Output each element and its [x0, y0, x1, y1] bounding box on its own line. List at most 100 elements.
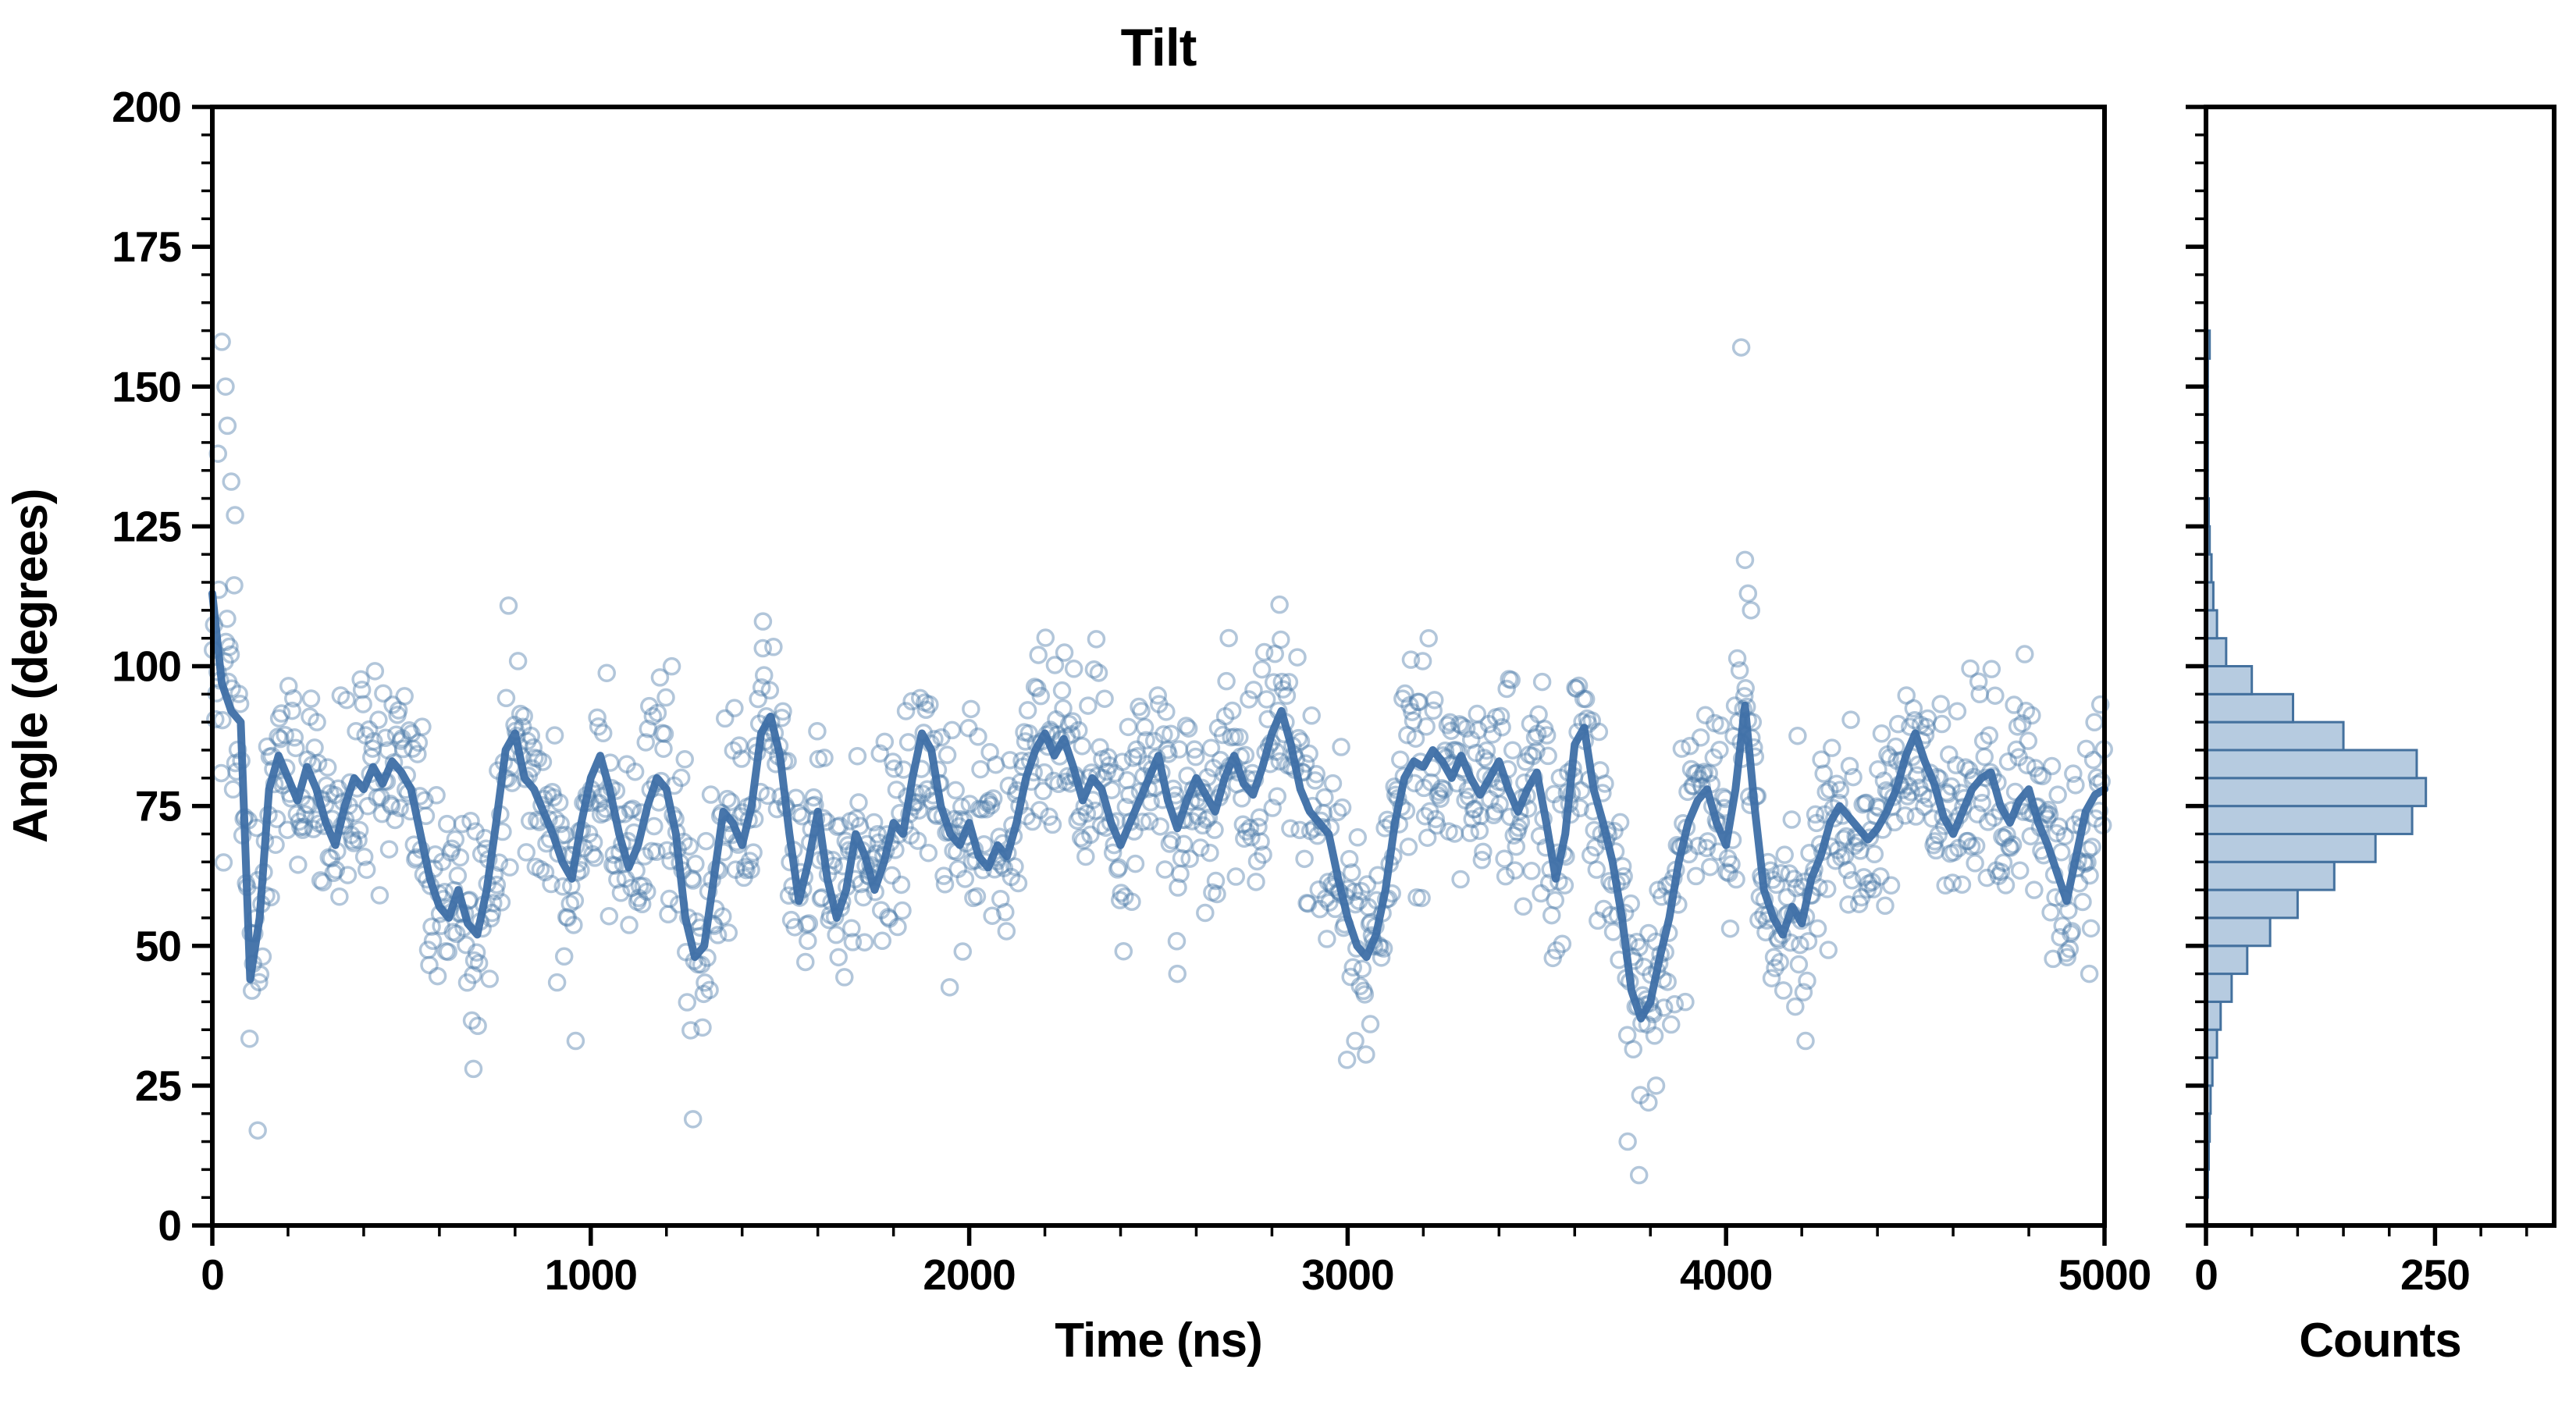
scatter-point: [393, 739, 413, 759]
scatter-point: [1461, 730, 1481, 749]
scatter-point: [875, 732, 895, 752]
scatter-point: [372, 788, 390, 807]
scatter-point: [730, 736, 749, 755]
scatter-point: [809, 749, 828, 769]
scatter-point: [1927, 841, 1945, 860]
scatter-point: [1002, 867, 1021, 887]
scatter-point: [1800, 844, 1819, 863]
scatter-point: [1786, 997, 1805, 1016]
scatter-point: [617, 755, 636, 774]
scatter-point: [1081, 825, 1100, 845]
scatter-point: [1504, 826, 1524, 845]
scatter-outlier-point: [1738, 584, 1758, 603]
scatter-point: [1874, 771, 1894, 790]
scatter-point: [1973, 793, 1991, 813]
scatter-point: [1464, 800, 1483, 819]
scatter-point: [289, 855, 308, 874]
scatter-point: [1372, 948, 1391, 967]
scatter-point: [1827, 774, 1846, 793]
scatter-point: [338, 866, 358, 884]
scatter-point: [1242, 827, 1261, 847]
scatter-point: [1871, 867, 1890, 886]
scatter-point: [457, 935, 475, 955]
scatter-point: [1699, 764, 1718, 783]
scatter-point: [1649, 880, 1667, 899]
scatter-point: [1500, 670, 1518, 688]
scatter-point: [1442, 721, 1461, 740]
scatter-point: [718, 789, 737, 809]
scatter-point: [521, 726, 541, 745]
scatter-point: [1043, 815, 1062, 834]
scatter-point: [2001, 838, 2020, 857]
scatter-point: [1486, 708, 1506, 727]
scatter-point: [1350, 976, 1370, 996]
scatter-point: [1128, 747, 1147, 766]
scatter-point: [1426, 809, 1446, 829]
scatter-point: [726, 860, 745, 879]
scatter-point: [796, 952, 815, 972]
scatter-point: [583, 845, 602, 864]
scatter-point: [896, 702, 916, 720]
scatter-point: [636, 733, 655, 752]
scatter-point: [372, 804, 392, 823]
scatter-point: [384, 752, 404, 772]
scatter-point: [1420, 802, 1439, 821]
scatter-point: [1771, 864, 1791, 883]
scatter-point: [1036, 628, 1055, 647]
scatter-point: [1150, 695, 1169, 713]
scatter-point: [1109, 858, 1128, 877]
scatter-point: [349, 831, 368, 850]
scatter-point: [1352, 881, 1371, 901]
hist-plot-frame: [2204, 105, 2556, 1228]
scatter-point: [1089, 663, 1108, 682]
scatter-point: [1355, 985, 1375, 1004]
scatter-point: [1115, 887, 1134, 906]
scatter-point: [662, 656, 681, 676]
x-tick-label: 2000: [923, 1250, 1015, 1299]
scatter-point: [2051, 928, 2069, 947]
scatter-point: [1851, 841, 1870, 860]
scatter-point: [647, 842, 666, 862]
scatter-point: [981, 796, 1001, 815]
scatter-point: [1274, 680, 1293, 699]
scatter-point: [344, 834, 363, 852]
scatter-point: [1019, 724, 1038, 743]
scatter-point: [1686, 866, 1706, 886]
scatter-point: [1226, 867, 1245, 886]
scatter-point: [1952, 875, 1972, 895]
scatter-point: [2073, 892, 2092, 912]
scatter-point: [660, 889, 679, 909]
scatter-point: [1789, 955, 1809, 974]
scatter-point: [2003, 835, 2023, 854]
scatter-point: [1542, 905, 1561, 925]
scatter-point: [1864, 880, 1883, 899]
scatter-point: [1469, 720, 1488, 740]
y-tick-label: 50: [135, 922, 181, 970]
scatter-point: [1537, 726, 1557, 745]
scatter-point: [511, 704, 530, 724]
scatter-point: [1502, 670, 1521, 689]
scatter-point: [1521, 714, 1540, 733]
scatter-point: [1915, 797, 1934, 816]
scatter-point: [1417, 717, 1436, 736]
scatter-point: [1995, 829, 2014, 848]
scatter-point: [2025, 880, 2044, 899]
scatter-point: [1332, 798, 1352, 817]
scatter-point: [1794, 983, 1813, 1001]
scatter-point: [942, 720, 962, 740]
scatter-point: [1456, 791, 1475, 809]
scatter-point: [2047, 823, 2066, 843]
scatter-point: [696, 973, 714, 992]
scatter-point: [1018, 701, 1037, 720]
scatter-point: [1484, 806, 1503, 825]
scatter-point: [1176, 717, 1196, 735]
scatter-point: [843, 933, 863, 951]
scatter-point: [1009, 873, 1028, 893]
scatter-point: [469, 954, 489, 973]
scatter-point: [1332, 738, 1350, 756]
scatter-point: [1897, 686, 1916, 705]
scatter-point: [1403, 702, 1421, 721]
scatter-point: [999, 776, 1019, 795]
scatter-point: [753, 638, 772, 658]
scatter-point: [622, 878, 641, 898]
